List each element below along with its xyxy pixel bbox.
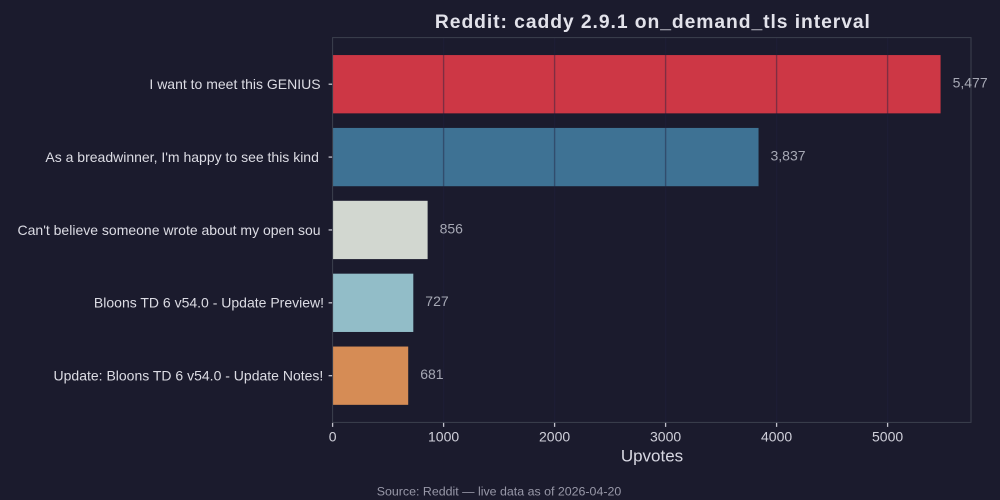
svg-text:I want to meet this GENIUS: I want to meet this GENIUS (149, 76, 320, 92)
svg-text:1000: 1000 (428, 429, 459, 445)
svg-text:727: 727 (425, 293, 449, 309)
svg-text:3000: 3000 (650, 429, 681, 445)
svg-text:Upvotes: Upvotes (621, 446, 683, 465)
svg-text:856: 856 (440, 220, 464, 236)
svg-text:Bloons TD 6 v54.0 - Update Pr: Bloons TD 6 v54.0 - Update Preview! (94, 295, 324, 311)
svg-text:Can't believe someone wrote ab: Can't believe someone wrote about my ope… (18, 222, 321, 238)
svg-text:3,837: 3,837 (771, 148, 806, 164)
svg-text:0: 0 (329, 429, 337, 445)
svg-text:2000: 2000 (539, 429, 570, 445)
svg-text:As a breadwinner, I'm happy to: As a breadwinner, I'm happy to see this … (45, 149, 319, 165)
svg-text:681: 681 (420, 366, 444, 382)
svg-text:Update: Bloons TD 6 v54.0 - Up: Update: Bloons TD 6 v54.0 - Update Notes… (54, 368, 324, 384)
svg-text:Source: Reddit — live data as: Source: Reddit — live data as of 2026-04… (377, 484, 622, 498)
svg-text:4000: 4000 (761, 429, 792, 445)
svg-text:5000: 5000 (872, 429, 903, 445)
svg-text:5,477: 5,477 (953, 75, 988, 91)
svg-text:Reddit: caddy 2.9.1 on_demand_: Reddit: caddy 2.9.1 on_demand_tls interv… (435, 12, 870, 33)
